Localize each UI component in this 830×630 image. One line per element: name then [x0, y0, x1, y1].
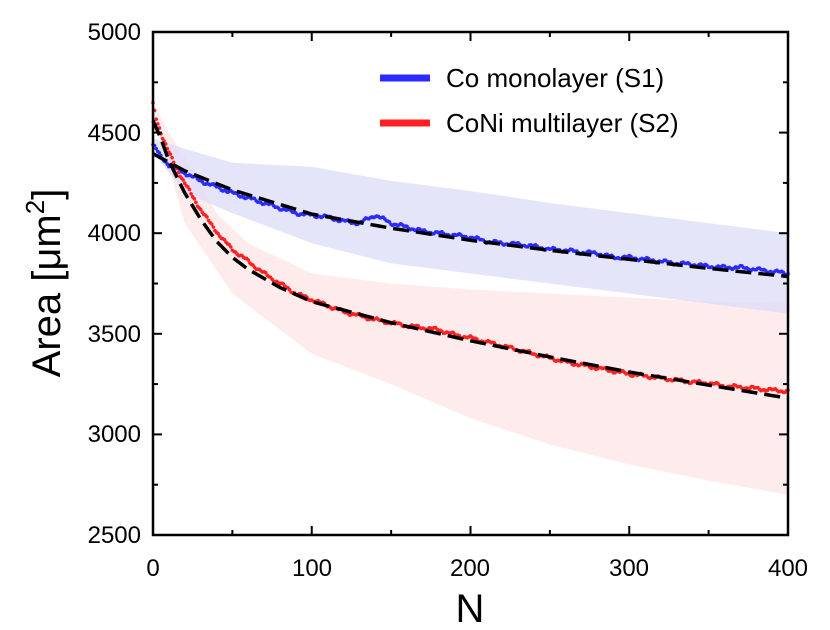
- data-point: [228, 245, 233, 249]
- y-tick-label-4000: 4000: [88, 220, 141, 247]
- data-point: [209, 222, 214, 226]
- data-point: [189, 192, 193, 196]
- x-tick-label-0: 0: [146, 555, 159, 582]
- data-point: [246, 258, 251, 262]
- x-tick-label-200: 200: [450, 555, 490, 582]
- data-point: [287, 287, 292, 292]
- data-point: [181, 178, 185, 182]
- legend-label-coni-multilayer: CoNi multilayer (S2): [446, 108, 679, 138]
- fit-curve-series-0: [152, 152, 789, 279]
- data-point: [205, 215, 209, 219]
- legend-label-co-monolayer: Co monolayer (S1): [446, 63, 664, 93]
- x-tick-label-400: 400: [768, 555, 808, 582]
- data-point: [157, 151, 162, 155]
- x-tick-labels: 0 100 200 300 400: [146, 555, 808, 582]
- data-point: [194, 200, 198, 205]
- data-point: [192, 196, 197, 201]
- data-point: [155, 122, 160, 126]
- data-point: [170, 155, 174, 160]
- legend: Co monolayer (S1) CoNi multilayer (S2): [380, 63, 679, 138]
- y-axis-title: Area [μm2]: [20, 189, 69, 378]
- data-point: [263, 270, 268, 275]
- x-axis-title: N: [456, 587, 485, 630]
- data-point: [154, 117, 158, 121]
- data-point: [198, 207, 203, 212]
- y-tick-label-3500: 3500: [88, 321, 141, 348]
- y-tick-label-3000: 3000: [88, 421, 141, 448]
- data-point: [211, 225, 216, 229]
- y-tick-labels: 2500 3000 3500 4000 4500 5000: [88, 19, 141, 549]
- y-axis-title-superscript: 2: [20, 200, 50, 214]
- tick-marks: [152, 31, 789, 536]
- y-axis-title-main: Area [μm: [25, 214, 69, 377]
- fit-curve-series-1: [151, 119, 789, 400]
- data-point: [186, 185, 190, 189]
- y-tick-label-5000: 5000: [88, 19, 141, 46]
- y-tick-label-4500: 4500: [88, 120, 141, 147]
- confidence-band-series-0: [153, 138, 788, 314]
- y-tick-label-2500: 2500: [88, 522, 141, 549]
- y-axis-title-close: ]: [25, 189, 69, 200]
- x-tick-label-300: 300: [609, 555, 649, 582]
- data-point: [154, 146, 158, 151]
- data-point: [176, 170, 181, 175]
- data-point: [187, 187, 192, 192]
- x-tick-label-100: 100: [292, 555, 332, 582]
- fit-curves: [151, 119, 789, 400]
- confidence-band-series-1: [153, 102, 788, 495]
- data-point: [216, 231, 220, 236]
- confidence-bands: [153, 102, 788, 495]
- data-point: [168, 152, 173, 156]
